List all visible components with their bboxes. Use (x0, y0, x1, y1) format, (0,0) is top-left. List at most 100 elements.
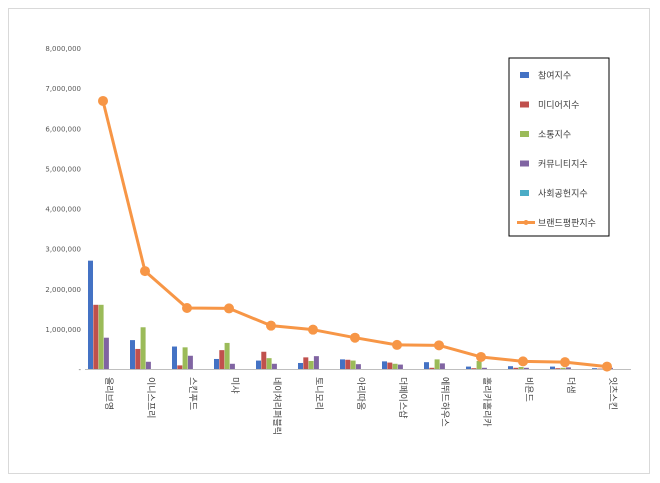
line-point (434, 340, 444, 351)
bar-2 (93, 304, 99, 369)
bar-2 (219, 350, 225, 369)
line-series-group (98, 95, 612, 372)
bar-4 (439, 363, 445, 369)
legend-label: 미디어지수 (538, 100, 579, 111)
bar-1 (592, 368, 597, 369)
bar-3 (560, 367, 566, 369)
bar-3 (308, 360, 314, 369)
x-tick-label: 스킨푸드 (187, 377, 198, 410)
x-tick-label: 잇츠스킨 (607, 377, 619, 410)
bar-2 (387, 362, 393, 369)
line-point (518, 356, 528, 367)
legend-label: 사회공헌지수 (538, 189, 588, 200)
bar-1 (130, 340, 135, 369)
line-point (602, 361, 612, 372)
bar-4 (313, 356, 319, 369)
line-point (476, 351, 486, 362)
legend-swatch (520, 190, 529, 196)
bar-2 (177, 365, 183, 369)
bar-3 (98, 304, 104, 369)
legend-label: 소통지수 (538, 130, 571, 141)
line-point (560, 357, 570, 368)
bar-4 (523, 367, 529, 369)
bar-3 (224, 342, 230, 369)
x-tick-label: 아리따움 (355, 377, 366, 410)
bar-4 (565, 367, 571, 369)
bar-4 (187, 355, 193, 369)
bar-4 (397, 364, 403, 369)
y-tick-label: 6,000,000 (45, 125, 81, 133)
y-tick-label: 3,000,000 (45, 246, 81, 254)
chart-frame: - 1,000,000 2,000,000 3,000,000 4,000,000 5,0… (8, 8, 650, 474)
x-axis-tick-labels: 올리브영 이니스프리 스킨푸드 미샤 네이처리퍼블릭 토니모리 아리따움 더페이스샵 에뛰드하우… (103, 377, 619, 435)
legend-swatch (520, 101, 529, 108)
bar-2 (135, 348, 141, 369)
bar-4 (355, 364, 361, 369)
bar-3 (434, 359, 440, 369)
x-tick-label: 홀리카홀리카 (481, 377, 493, 427)
bar-2 (555, 368, 561, 369)
bar-3 (266, 358, 272, 369)
bar-1 (298, 362, 303, 369)
bar-3 (392, 363, 398, 369)
y-tick-label: 2,000,000 (45, 286, 81, 294)
x-tick-label: 네이처리퍼블릭 (271, 377, 283, 435)
legend-marker (523, 220, 529, 225)
y-tick-label: 7,000,000 (45, 85, 81, 93)
legend-box (508, 57, 610, 237)
bar-3 (476, 360, 482, 369)
bar-2 (345, 359, 351, 369)
bar-3 (518, 366, 524, 369)
bar-2 (513, 367, 519, 369)
bar-4 (103, 337, 109, 369)
bar-series-group (88, 260, 613, 369)
x-tick-label: 미샤 (229, 377, 240, 394)
bar-1 (88, 260, 93, 369)
bar-2 (261, 351, 267, 369)
bar-4 (145, 361, 151, 369)
bar-2 (471, 368, 477, 369)
line-point (350, 332, 360, 343)
y-tick-label: 5,000,000 (45, 165, 81, 173)
x-tick-label: 에뛰드하우스 (439, 377, 450, 427)
x-tick-label: 올리브영 (103, 377, 114, 410)
legend-label: 커뮤니티지수 (538, 159, 588, 170)
bar-1 (382, 361, 387, 369)
bar-2 (303, 357, 309, 369)
bar-3 (182, 347, 188, 369)
y-axis-tick-labels: - 1,000,000 2,000,000 3,000,000 4,000,000 5,0… (45, 45, 81, 374)
line-point (392, 339, 402, 350)
line-point (140, 266, 150, 277)
line-point (98, 95, 108, 106)
bar-2 (429, 367, 435, 369)
y-tick-label: 4,000,000 (45, 206, 81, 214)
legend-swatch (520, 160, 529, 167)
line-point (224, 303, 234, 314)
x-tick-label: 토니모리 (313, 377, 324, 410)
brand-reputation-chart: - 1,000,000 2,000,000 3,000,000 4,000,000 5,0… (45, 45, 631, 435)
bar-3 (140, 327, 146, 369)
legend-label: 참여지수 (538, 70, 571, 82)
y-tick-label: - (78, 366, 81, 374)
legend-swatch (520, 72, 529, 78)
x-tick-label: 더샘 (565, 377, 576, 394)
bar-1 (256, 360, 261, 369)
bar-1 (340, 359, 345, 369)
y-tick-label: 1,000,000 (45, 326, 81, 334)
bar-3 (350, 360, 356, 369)
legend-swatch (520, 131, 529, 137)
bar-4 (271, 363, 277, 369)
bar-1 (172, 346, 177, 369)
line-point (308, 324, 318, 335)
line-point (182, 303, 192, 314)
bar-1 (550, 366, 555, 369)
bar-1 (466, 366, 471, 369)
bar-1 (508, 366, 513, 369)
x-tick-label: 비욘드 (523, 377, 534, 402)
bar-4 (481, 367, 487, 369)
x-tick-label: 이니스프리 (145, 377, 156, 418)
y-tick-label: 8,000,000 (45, 45, 81, 53)
x-tick-label: 더페이스샵 (397, 377, 408, 418)
bar-1 (214, 358, 219, 369)
